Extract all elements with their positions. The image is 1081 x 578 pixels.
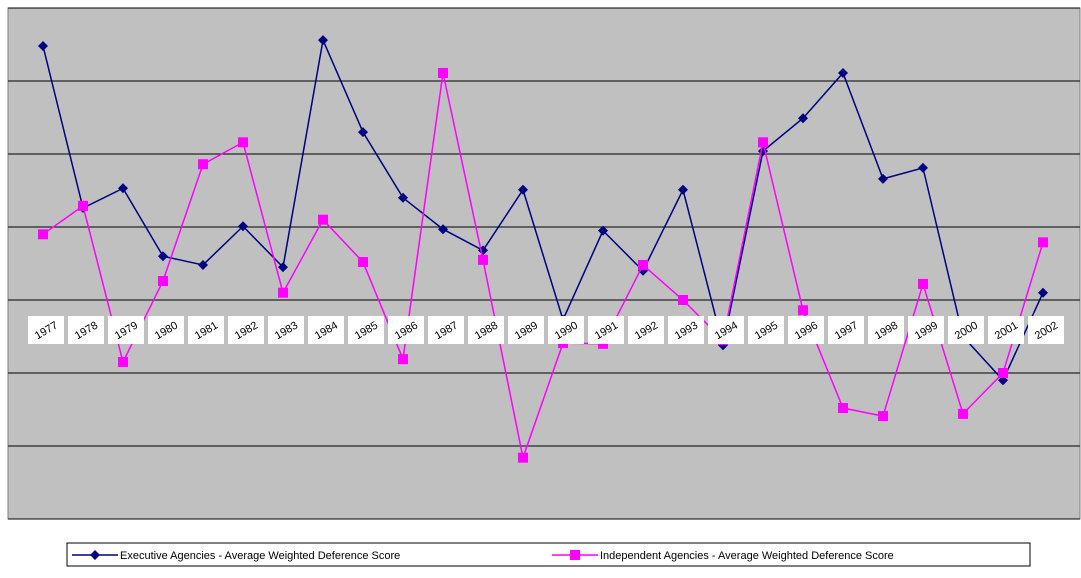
x-tick-box (628, 316, 664, 344)
marker (158, 276, 168, 287)
x-tick-box (588, 316, 624, 344)
marker (638, 259, 648, 270)
marker (958, 408, 968, 419)
marker (158, 251, 168, 262)
x-tick-box (108, 316, 144, 344)
x-tick-box (948, 316, 984, 344)
marker (838, 403, 848, 414)
marker (318, 35, 328, 46)
x-tick-box (748, 316, 784, 344)
x-tick-box (68, 316, 104, 344)
marker (998, 368, 1008, 378)
x-tick-box (668, 316, 704, 344)
x-tick-box (908, 316, 944, 344)
x-tick-box (308, 316, 344, 344)
marker (398, 354, 408, 365)
marker (38, 40, 48, 51)
legend-marker (570, 550, 580, 560)
legend-marker (90, 550, 100, 560)
marker (438, 224, 448, 235)
x-tick-box (828, 316, 864, 344)
x-tick-box (228, 316, 264, 344)
marker (798, 305, 808, 316)
x-tick-box (148, 316, 184, 344)
marker (78, 200, 88, 211)
legend-label: Executive Agencies - Average Weighted De… (120, 550, 400, 562)
marker (798, 113, 808, 124)
marker (38, 229, 48, 240)
marker (198, 159, 208, 170)
x-tick-box (348, 316, 384, 344)
marker (198, 259, 208, 270)
marker (278, 287, 288, 298)
x-tick-box (708, 316, 744, 344)
marker (598, 225, 608, 236)
legend-label: Independent Agencies - Average Weighted … (600, 550, 894, 562)
marker (758, 137, 768, 148)
marker (918, 278, 928, 289)
marker (238, 137, 248, 148)
marker (878, 411, 888, 422)
marker (438, 67, 448, 78)
plot-area (7, 7, 1081, 520)
marker (358, 257, 368, 268)
x-tick-box (428, 316, 464, 344)
marker (238, 221, 248, 232)
marker (838, 67, 848, 78)
x-tick-box (28, 316, 64, 344)
legend-box (66, 542, 1031, 567)
marker (518, 184, 528, 195)
marker (318, 214, 328, 225)
series-line (42, 37, 1044, 382)
x-tick-box (468, 316, 504, 344)
series-line (42, 72, 1044, 461)
marker (358, 127, 368, 138)
marker (118, 183, 128, 194)
x-tick-box (988, 316, 1024, 344)
marker (478, 254, 488, 265)
marker (878, 173, 888, 184)
marker (1038, 287, 1048, 298)
marker (518, 452, 528, 463)
x-tick-box (508, 316, 544, 344)
marker (678, 184, 688, 195)
x-tick-box (188, 316, 224, 344)
marker (118, 357, 128, 368)
marker (678, 295, 688, 305)
x-tick-box (268, 316, 304, 344)
x-tick-box (548, 316, 584, 344)
x-tick-box (788, 316, 824, 344)
marker (398, 192, 408, 203)
x-tick-box (1028, 316, 1064, 344)
marker (1038, 237, 1048, 248)
marker (278, 262, 288, 273)
x-tick-box (868, 316, 904, 344)
x-tick-box (388, 316, 424, 344)
marker (918, 162, 928, 173)
